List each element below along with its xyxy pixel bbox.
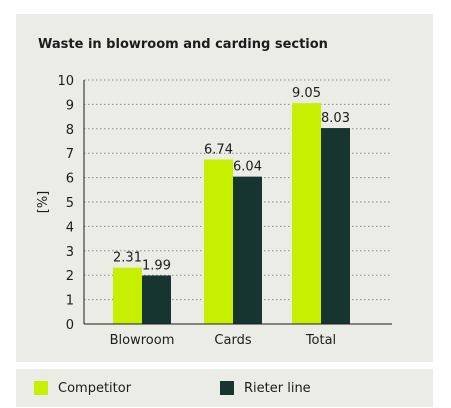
legend-item-competitor: Competitor bbox=[34, 369, 131, 407]
y-tick-label: 5 bbox=[66, 196, 74, 211]
y-tick-label: 9 bbox=[66, 98, 74, 113]
legend-label-rieter-line: Rieter line bbox=[244, 380, 311, 396]
chart-title: Waste in blowroom and carding section bbox=[38, 37, 328, 52]
y-tick-label: 6 bbox=[66, 172, 74, 187]
data-label: 6.04 bbox=[233, 160, 262, 175]
x-tick-label: Blowroom bbox=[110, 333, 175, 348]
y-tick-label: 4 bbox=[66, 220, 74, 235]
bar-competitor bbox=[113, 267, 142, 324]
bar-competitor bbox=[292, 103, 321, 325]
legend-label-competitor: Competitor bbox=[58, 380, 132, 396]
data-label: 9.05 bbox=[292, 86, 321, 101]
x-tick-label: Cards bbox=[214, 333, 251, 348]
legend-swatch-rieter-line bbox=[220, 381, 234, 395]
y-tick-label: 0 bbox=[66, 318, 74, 333]
y-tick-label: 2 bbox=[66, 269, 74, 284]
data-label: 2.31 bbox=[113, 251, 142, 266]
legend: Competitor Rieter line bbox=[16, 369, 433, 407]
bar-rieter-line bbox=[321, 128, 350, 324]
data-label: 8.03 bbox=[321, 111, 350, 126]
y-tick-label: 8 bbox=[66, 123, 74, 138]
data-label: 1.99 bbox=[142, 258, 171, 273]
data-label: 6.74 bbox=[204, 143, 233, 158]
legend-swatch-competitor bbox=[34, 381, 48, 395]
x-tick-label: Total bbox=[305, 333, 336, 348]
bar-rieter-line bbox=[142, 275, 171, 324]
bar-rieter-line bbox=[233, 176, 262, 324]
y-tick-label: 7 bbox=[66, 147, 74, 162]
y-axis-label: [%] bbox=[36, 191, 51, 214]
y-tick-label: 1 bbox=[66, 294, 74, 309]
bar-competitor bbox=[204, 159, 233, 324]
y-tick-label: 10 bbox=[57, 74, 74, 89]
y-tick-label: 3 bbox=[66, 245, 74, 260]
legend-item-rieter-line: Rieter line bbox=[220, 369, 311, 407]
